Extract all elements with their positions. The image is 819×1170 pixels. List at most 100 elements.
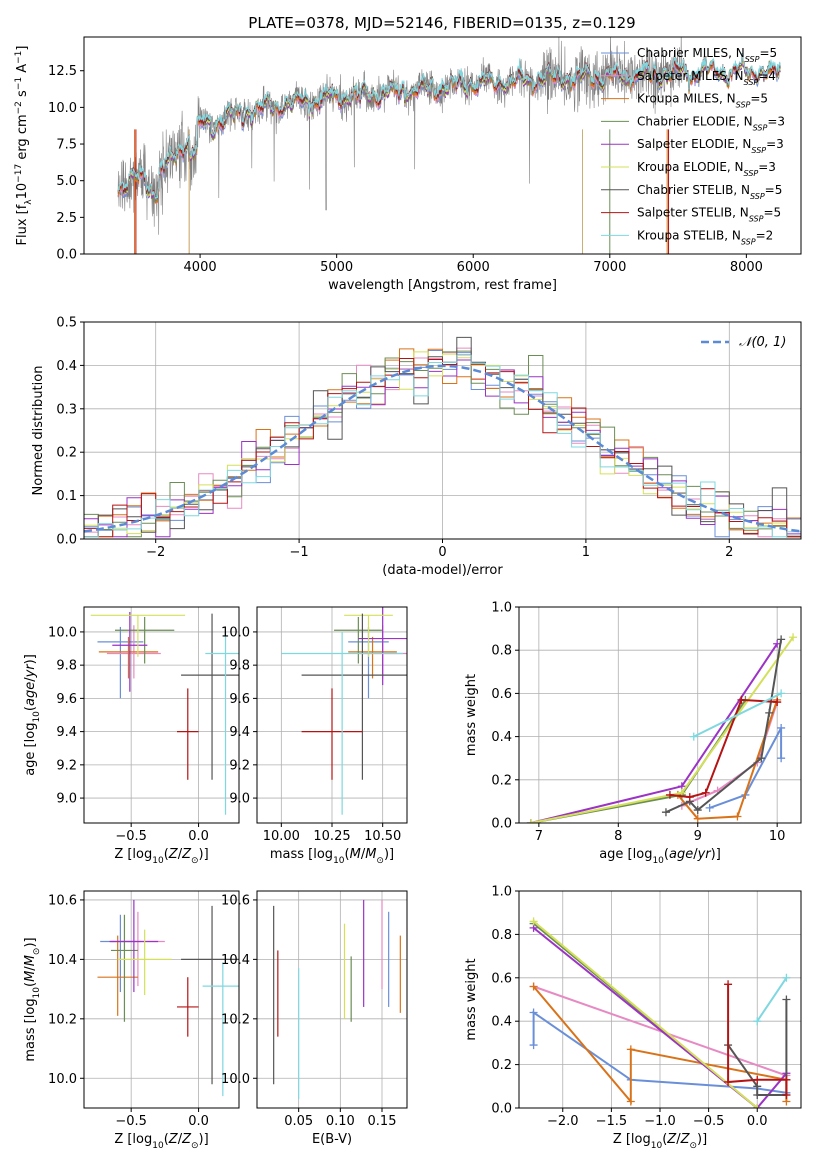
data-point-marker — [753, 1075, 762, 1084]
x-tick-label: 0 — [438, 545, 446, 560]
histogram-kroupa-stelib — [84, 354, 801, 538]
data-point-marker — [724, 980, 733, 989]
x-axis-label: mass [log10(M/M⊙)] — [270, 847, 394, 866]
legend-label: Chabrier ELODIE, NSSP=3 — [637, 114, 785, 131]
y-tick-label: 12.5 — [48, 64, 77, 79]
panel-mass_weight_vs_age: 7 8 9 10 0.0 0.2 0.4 0.6 0.8 1.0 mass weight age [l… — [464, 601, 802, 866]
x-axis-label: E(B-V) — [312, 1132, 352, 1147]
data-point-marker — [789, 633, 798, 642]
x-tick-label: 4000 — [184, 260, 217, 275]
y-tick-label: 0.2 — [491, 1058, 512, 1073]
y-axis-label: Flux [fλ10−17 erg cm−2 s−1 A−1] — [14, 46, 34, 246]
data-point-marker — [753, 1104, 762, 1108]
data-point-marker — [626, 1045, 635, 1054]
axes-frame — [256, 890, 408, 1109]
data-point-marker — [753, 1017, 762, 1026]
x-tick-label: −2 — [146, 545, 165, 560]
x-axis-label: Z [log10(Z/Z⊙)] — [114, 1132, 208, 1151]
x-axis-label: Z [log10(Z/Z⊙)] — [114, 847, 208, 866]
y-tick-label: 10.6 — [48, 893, 77, 908]
x-tick-label: 8 — [614, 829, 622, 844]
data-point-marker — [705, 803, 714, 812]
y-tick-label: 0.6 — [491, 971, 512, 986]
series-line-kroupa-elodie — [532, 920, 758, 1108]
y-tick-label: 10.0 — [48, 1072, 77, 1087]
series-line-salpeter-miles — [533, 985, 787, 1077]
series-line-chabrier-elodie — [530, 699, 747, 823]
y-tick-label: 9.8 — [229, 659, 250, 674]
data-point-marker — [757, 754, 766, 763]
x-tick-label: 0.05 — [284, 1114, 313, 1129]
x-tick-label: 7000 — [593, 260, 626, 275]
y-tick-label: 0.5 — [56, 316, 77, 331]
y-tick-label: 0.0 — [491, 817, 512, 832]
series-line-chabrier-miles — [709, 727, 783, 809]
y-tick-label: 0.4 — [491, 1015, 512, 1030]
x-axis-label: age [log10(age/yr)] — [599, 847, 721, 866]
y-tick-label: 0.0 — [56, 248, 77, 263]
x-tick-label: 0.0 — [747, 1114, 768, 1129]
data-point-marker — [777, 689, 786, 698]
data-point-marker — [693, 806, 702, 815]
y-tick-label: 10.4 — [221, 953, 250, 968]
y-tick-label: 1.0 — [491, 885, 512, 900]
y-tick-label: 0.4 — [491, 730, 512, 745]
model-line-kroupa-stelib — [117, 52, 781, 200]
x-tick-label: 10.50 — [364, 829, 401, 844]
y-tick-label: 9.0 — [229, 792, 250, 807]
y-tick-label: 9.2 — [56, 758, 77, 773]
legend-label: Kroupa MILES, NSSP=5 — [637, 92, 768, 110]
panel-spectrum: 4000 5000 6000 7000 8000 0.0 2.5 5.0 7.5 10.0 12.5… — [14, 36, 802, 293]
y-axis-label: mass weight — [464, 674, 479, 756]
data-point-marker — [733, 812, 742, 821]
data-point-marker — [777, 635, 786, 644]
y-tick-label: 0.2 — [491, 773, 512, 788]
panel-mass_vs_ebv: 0.05 0.10 0.15 10.0 10.2 10.4 10.6 E(B-V) — [221, 890, 408, 1147]
data-point-marker — [765, 708, 774, 717]
panel-age_vs_mass: 10.00 10.25 10.50 9.0 9.2 9.4 9.6 9.8 10.0 mass [… — [221, 606, 408, 866]
data-point-marker — [693, 814, 702, 823]
data-point-marker — [626, 1097, 635, 1106]
y-tick-label: 0.8 — [491, 928, 512, 943]
x-tick-label: 10.25 — [313, 829, 350, 844]
y-tick-label: 9.6 — [56, 692, 77, 707]
x-tick-label: 0.0 — [188, 829, 209, 844]
data-point-marker — [777, 723, 786, 732]
y-tick-label: 0.2 — [56, 446, 77, 461]
x-tick-label: 8000 — [730, 260, 763, 275]
y-axis-label: mass weight — [464, 958, 479, 1040]
legend-label: 𝒩(0, 1) — [739, 335, 786, 350]
plot-area — [97, 899, 239, 1097]
y-tick-label: 9.0 — [56, 792, 77, 807]
legend-label: Chabrier MILES, NSSP=5 — [637, 46, 777, 64]
axes-frame — [83, 606, 240, 824]
plot-area — [281, 607, 407, 815]
y-tick-label: 0.8 — [491, 644, 512, 659]
x-tick-label: 7 — [535, 829, 543, 844]
legend-label: Salpeter STELIB, NSSP=5 — [637, 206, 781, 224]
x-tick-label: −0.5 — [115, 829, 147, 844]
x-tick-label: −1.5 — [596, 1114, 628, 1129]
legend-label: Salpeter ELODIE, NSSP=3 — [637, 137, 784, 155]
spectrum-data-line — [117, 37, 683, 235]
y-tick-label: 10.0 — [48, 101, 77, 116]
legend-label: Chabrier STELIB, NSSP=5 — [637, 183, 782, 201]
data-point-marker — [782, 973, 791, 982]
data-point-marker — [782, 995, 791, 1004]
plot-area — [273, 899, 401, 1100]
data-point-marker — [685, 793, 694, 802]
data-point-marker — [689, 732, 698, 741]
series-line-salpeter-elodie — [532, 927, 788, 1108]
plot-area — [90, 611, 239, 815]
x-tick-label: 0.10 — [326, 1114, 355, 1129]
y-tick-label: 10.4 — [48, 953, 77, 968]
axes-frame — [83, 36, 802, 255]
x-tick-label: 10 — [769, 829, 786, 844]
x-tick-label: −0.5 — [693, 1114, 725, 1129]
plot-area — [117, 37, 781, 254]
x-axis-label: wavelength [Angstrom, rest frame] — [328, 278, 557, 293]
y-tick-label: 10.0 — [221, 625, 250, 640]
plot-area — [526, 633, 798, 823]
x-tick-label: −1.0 — [644, 1114, 676, 1129]
